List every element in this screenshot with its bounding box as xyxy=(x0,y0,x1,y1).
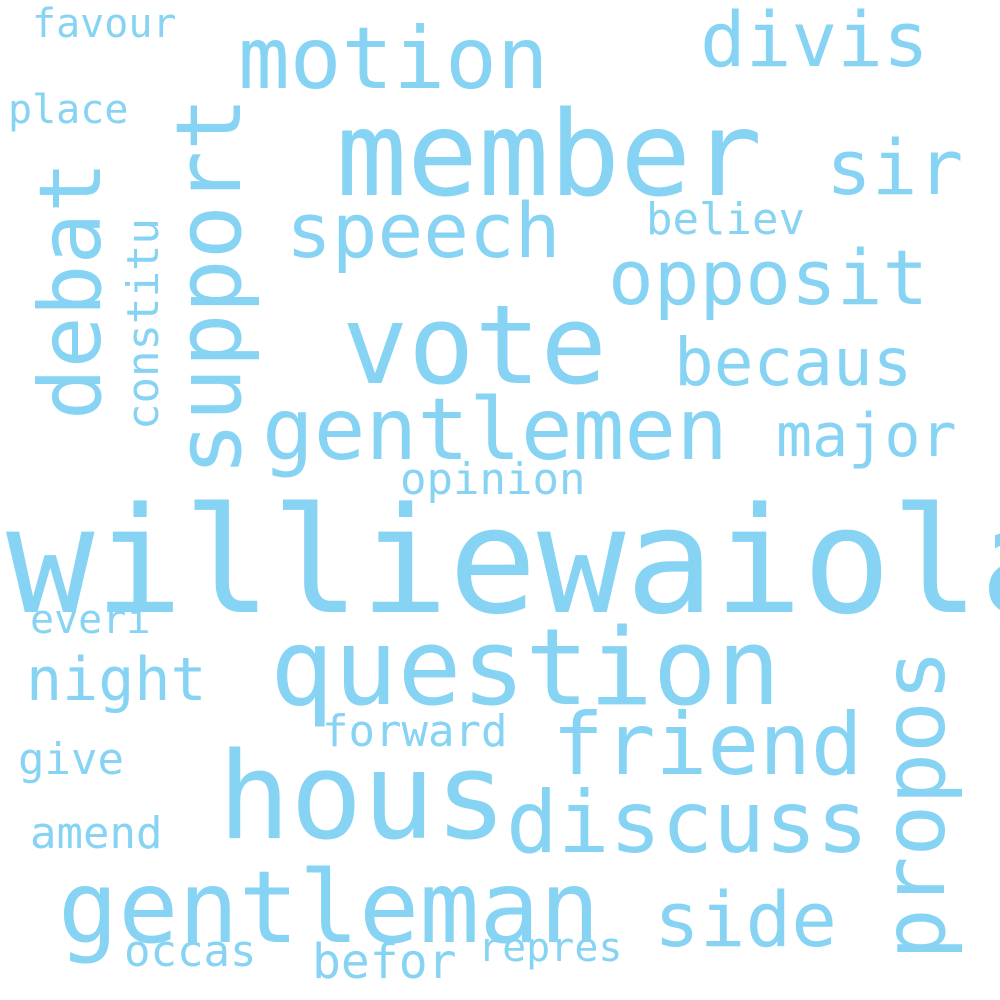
word-amend: amend xyxy=(30,808,163,859)
word-befor: befor xyxy=(312,934,457,990)
word-sir: sir xyxy=(826,123,964,212)
word-hous: hous xyxy=(218,728,507,867)
word-side: side xyxy=(654,875,838,964)
word-propos: propos xyxy=(865,649,965,960)
word-divis: divis xyxy=(700,0,929,84)
word-gentleman: gentleman xyxy=(58,849,600,966)
word-everi: everi xyxy=(30,597,151,643)
word-repres: repres xyxy=(478,925,623,971)
word-debat: debat xyxy=(21,161,121,420)
word-opinion: opinion xyxy=(400,454,586,505)
word-gentlemen: gentlemen xyxy=(262,380,728,480)
word-favour: favour xyxy=(32,1,177,47)
word-motion: motion xyxy=(238,9,549,109)
word-night: night xyxy=(26,645,207,715)
word-support: support xyxy=(157,96,262,476)
word-member: member xyxy=(336,85,763,223)
word-question: question xyxy=(270,606,781,729)
word-becaus: becaus xyxy=(674,324,913,401)
word-discuss: discuss xyxy=(506,773,869,873)
word-give: give xyxy=(18,734,124,785)
word-forward: forward xyxy=(322,706,508,757)
word-place: place xyxy=(8,87,129,133)
word-williewaiola: williewaiola xyxy=(6,476,1000,647)
word-opposit: opposit xyxy=(608,233,929,322)
word-constitu: constitu xyxy=(118,218,169,430)
word-major: major xyxy=(776,401,957,471)
word-vote: vote xyxy=(342,281,607,409)
word-occas: occas xyxy=(124,926,257,977)
word-friend: friend xyxy=(552,695,863,795)
word-speech: speech xyxy=(286,186,561,275)
word-believ: believ xyxy=(646,194,805,245)
